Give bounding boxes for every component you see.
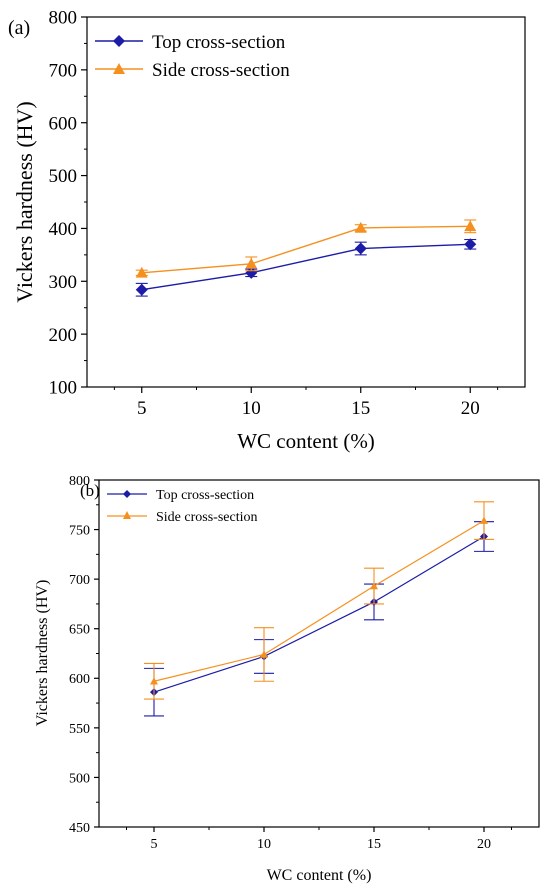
panel-b-y-axis-label: Vickers hardness (HV) [34,580,51,727]
panel-a: (a) 100 200 300 400 500 600 700 800 5 10 15 20 WC c… [8,8,526,453]
panel-a-data-point-0 [354,242,367,255]
panel-a-x-axis-label: WC content (%) [237,429,375,453]
panel-b-y-tick-label: 700 [69,573,90,588]
panel-b-y-tick-label: 800 [69,474,90,489]
panel-a-legend-marker-side [113,63,125,74]
panel-a-series-line-1 [141,225,471,274]
panel-b-x-tick-label: 15 [367,837,381,852]
panel-a-x-tick-label: 15 [351,398,370,419]
panel-a-x-tick-label: 10 [242,398,261,419]
panel-a-y-tick-label: 400 [49,219,78,240]
panel-b-series-line-1 [153,520,485,682]
panel-b-data-point-1 [480,516,488,524]
panel-a-y-tick-label: 700 [49,61,78,82]
panel-a-y-tick-label: 100 [49,378,78,399]
panel-b-legend-marker-side [123,511,131,519]
panel-b-x-tick-label: 5 [151,837,158,852]
panel-a-y-tick-label: 600 [49,113,78,134]
panel-b-x-tick-label: 10 [257,837,271,852]
panel-a-data-point-0 [245,266,258,279]
panel-a-data-point-1 [135,266,148,278]
panel-a-data-point-1 [245,257,258,269]
panel-a-data-point-1 [354,221,367,233]
panel-b-data-point-1 [260,650,268,658]
panel-b-data-point-1 [150,677,158,685]
panel-a-label: (a) [8,17,30,39]
panel-b-series-line-0 [153,535,485,693]
panel-b-y-tick-label: 750 [69,523,90,538]
panel-b-x-axis-label: WC content (%) [267,867,372,884]
panel-b-y-tick-label: 650 [69,623,90,638]
panel-a-series-line-0 [141,243,471,291]
panel-b: (b) 450 500 550 600 650 700 750 800 5 10 15 20 WC c… [34,474,540,884]
panel-a-data-point-1 [464,220,477,232]
panel-b-label: (b) [80,481,100,500]
panel-a-legend-label-top: Top cross-section [152,32,286,53]
panel-a-x-tick-label: 5 [137,398,147,419]
panel-a-legend-label-side: Side cross-section [152,60,290,81]
panel-a-y-tick-label: 800 [49,8,78,29]
panel-b-legend: Top cross-section Side cross-section [107,488,257,525]
panel-a-legend-marker-top [113,35,125,47]
panel-a-y-axis-label: Vickers hardness (HV) [12,101,37,303]
panel-a-data-point-0 [135,283,148,296]
panel-b-data-point-1 [370,582,378,590]
panel-b-y-tick-label: 600 [69,672,90,687]
panel-b-legend-marker-top [123,490,131,498]
panel-b-legend-label-side: Side cross-section [156,510,257,525]
panel-a-y-tick-label: 200 [49,325,78,346]
panel-a-data-point-0 [464,238,477,251]
panel-a-y-tick-label: 300 [49,272,78,293]
panel-b-y-tick-label: 500 [69,771,90,786]
panel-b-y-tick-label: 450 [69,821,90,836]
panel-a-legend: Top cross-section Side cross-section [95,32,290,81]
panel-a-x-tick-label: 20 [461,398,480,419]
panel-b-y-tick-label: 550 [69,722,90,737]
panel-b-legend-label-top: Top cross-section [156,488,254,503]
panel-b-plot-frame [98,479,540,828]
panel-a-y-tick-label: 500 [49,166,78,187]
panel-b-x-tick-label: 20 [477,837,491,852]
